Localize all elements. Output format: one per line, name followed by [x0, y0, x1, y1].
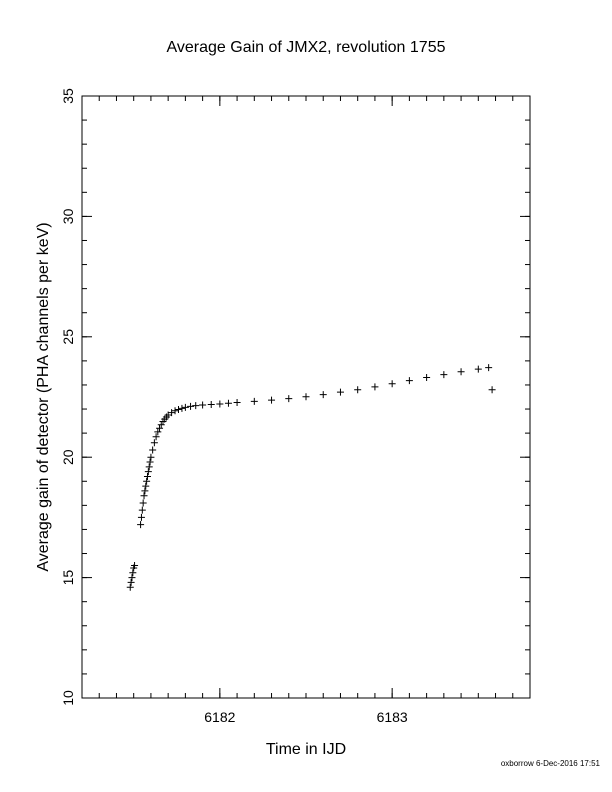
data-point	[488, 386, 496, 394]
data-point	[181, 403, 189, 411]
data-point	[128, 574, 136, 582]
x-tick-label: 6183	[377, 709, 408, 725]
data-point	[129, 569, 137, 577]
y-tick-label: 10	[60, 690, 76, 706]
data-point	[388, 380, 396, 388]
data-point	[150, 439, 158, 447]
y-tick-labels: 10 15 20 25 30 35	[60, 88, 76, 706]
data-point	[224, 399, 232, 407]
data-point	[127, 578, 135, 586]
data-point	[319, 391, 327, 399]
data-point	[143, 472, 151, 480]
data-point	[268, 396, 276, 404]
data-points	[126, 364, 496, 591]
data-point	[192, 402, 200, 410]
data-point	[139, 499, 147, 507]
data-point	[137, 513, 145, 521]
y-tick-label: 35	[60, 88, 76, 104]
data-point	[440, 371, 448, 379]
x-axis-label: Time in IJD	[266, 741, 346, 758]
data-point	[302, 393, 310, 401]
data-point	[216, 400, 224, 408]
data-point	[156, 424, 164, 432]
data-point	[354, 386, 362, 394]
footer-credit: oxborrow 6-Dec-2016 17:51	[501, 759, 601, 768]
data-point	[233, 399, 241, 407]
data-point	[147, 453, 155, 461]
data-point	[131, 562, 139, 570]
data-point	[405, 377, 413, 385]
x-tick-labels: 6182 6183	[204, 709, 408, 725]
major-ticks	[82, 95, 530, 699]
data-point	[137, 521, 145, 529]
data-point	[154, 428, 162, 436]
data-point	[144, 468, 152, 476]
data-point	[143, 477, 151, 485]
y-axis-label: Average gain of detector (PHA channels p…	[35, 222, 52, 571]
y-tick-label: 15	[60, 570, 76, 586]
data-point	[371, 383, 379, 391]
data-point	[336, 388, 344, 396]
data-point	[149, 446, 157, 454]
x-tick-label: 6182	[204, 709, 235, 725]
y-tick-label: 30	[60, 208, 76, 224]
data-point	[145, 463, 153, 471]
data-point	[171, 407, 179, 415]
data-point	[152, 433, 160, 441]
data-point	[178, 404, 186, 412]
data-point	[146, 458, 154, 466]
data-point	[138, 506, 146, 514]
data-point	[142, 482, 150, 490]
data-point	[207, 400, 215, 408]
data-point	[141, 487, 149, 495]
data-point	[126, 583, 134, 591]
data-point	[157, 421, 165, 429]
chart-title: Average Gain of JMX2, revolution 1755	[167, 39, 446, 56]
data-point	[485, 364, 493, 372]
data-point	[474, 365, 482, 373]
y-tick-label: 25	[60, 329, 76, 345]
data-point	[174, 406, 182, 414]
data-point	[457, 368, 465, 376]
data-point	[187, 402, 195, 410]
y-tick-label: 20	[60, 449, 76, 465]
data-point	[250, 397, 258, 405]
data-point	[199, 401, 207, 409]
data-point	[423, 373, 431, 381]
data-point	[140, 492, 148, 500]
data-point	[285, 395, 293, 403]
